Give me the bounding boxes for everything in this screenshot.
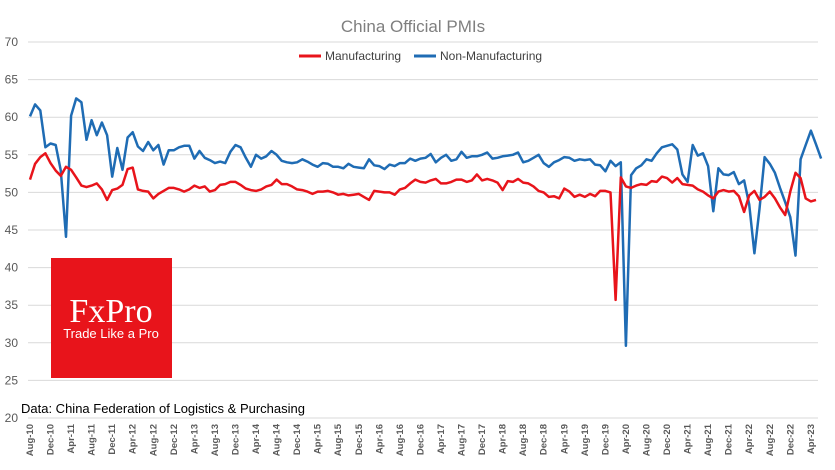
y-axis: 20 25 30 35 40 45 50 55 60 65 70 — [5, 35, 19, 425]
y-tick-label: 55 — [5, 148, 19, 162]
x-tick-label: Dec-14 — [292, 423, 303, 455]
chart-title: China Official PMIs — [341, 17, 485, 36]
x-tick-label: Apr-16 — [374, 424, 385, 454]
x-tick-label: Apr-11 — [66, 423, 77, 453]
x-tick-label: Dec-22 — [785, 424, 796, 455]
x-tick-label: Aug-19 — [580, 424, 591, 456]
logo-tagline: Trade Like a Pro — [63, 326, 159, 341]
fxpro-logo: FxPro Trade Like a Pro — [51, 258, 172, 378]
x-tick-label: Dec-18 — [539, 424, 550, 455]
x-tick-label: Aug-20 — [641, 424, 652, 456]
logo-background — [51, 258, 172, 378]
x-tick-label: Dec-13 — [230, 424, 241, 455]
x-tick-label: Dec-16 — [415, 424, 426, 455]
x-tick-label: Aug-13 — [210, 424, 221, 456]
x-tick-label: Dec-11 — [107, 423, 118, 454]
x-tick-label: Dec-10 — [46, 424, 57, 455]
x-tick-label: Aug-22 — [765, 424, 776, 456]
series-lines — [28, 97, 823, 348]
y-tick-label: 60 — [5, 110, 19, 124]
y-tick-label: 45 — [5, 223, 19, 237]
x-tick-label: Aug-17 — [457, 424, 468, 456]
legend-label-non-manufacturing: Non-Manufacturing — [440, 49, 542, 63]
x-tick-label: Apr-17 — [436, 424, 447, 454]
x-tick-label: Dec-21 — [724, 423, 735, 455]
x-tick-label: Apr-18 — [498, 424, 509, 454]
x-tick-label: Apr-15 — [313, 423, 324, 454]
logo-wordmark: FxPro — [69, 293, 152, 330]
x-tick-label: Aug-16 — [395, 424, 406, 456]
x-tick-label: Apr-23 — [806, 424, 817, 454]
y-tick-label: 65 — [5, 73, 19, 87]
y-tick-label: 30 — [5, 336, 19, 350]
x-tick-label: Apr-13 — [189, 424, 200, 454]
x-tick-label: Aug-14 — [272, 423, 283, 456]
y-tick-label: 35 — [5, 298, 19, 312]
x-axis: Aug-10 Dec-10 Apr-11 Aug-11 Dec-11 Apr-12 Aug-… — [25, 423, 817, 456]
x-tick-label: Aug-10 — [25, 424, 36, 456]
series-line-non-manufacturing — [28, 97, 823, 348]
series-line-manufacturing — [28, 152, 817, 302]
x-tick-label: Aug-18 — [518, 424, 529, 456]
y-tick-label: 40 — [5, 261, 19, 275]
x-tick-label: Dec-15 — [354, 423, 365, 455]
x-tick-label: Dec-17 — [477, 424, 488, 455]
x-tick-label: Aug-15 — [333, 423, 344, 456]
x-tick-label: Aug-21 — [703, 423, 714, 456]
x-tick-label: Apr-20 — [621, 424, 632, 454]
y-tick-label: 20 — [5, 411, 19, 425]
source-note: Data: China Federation of Logistics & Pu… — [21, 401, 305, 416]
x-tick-label: Dec-19 — [600, 424, 611, 455]
x-tick-label: Dec-12 — [169, 424, 180, 455]
y-tick-label: 50 — [5, 185, 19, 199]
legend: Manufacturing Non-Manufacturing — [299, 49, 542, 63]
x-tick-label: Apr-19 — [559, 424, 570, 454]
x-tick-label: Apr-22 — [744, 424, 755, 454]
x-tick-label: Apr-12 — [128, 424, 139, 454]
legend-label-manufacturing: Manufacturing — [325, 49, 401, 63]
x-tick-label: Apr-21 — [683, 423, 694, 454]
x-tick-label: Aug-11 — [87, 423, 98, 455]
x-tick-label: Dec-20 — [662, 424, 673, 455]
y-tick-label: 70 — [5, 35, 19, 49]
x-tick-label: Apr-14 — [251, 423, 262, 454]
x-tick-label: Aug-12 — [148, 424, 159, 456]
y-tick-label: 25 — [5, 373, 19, 387]
